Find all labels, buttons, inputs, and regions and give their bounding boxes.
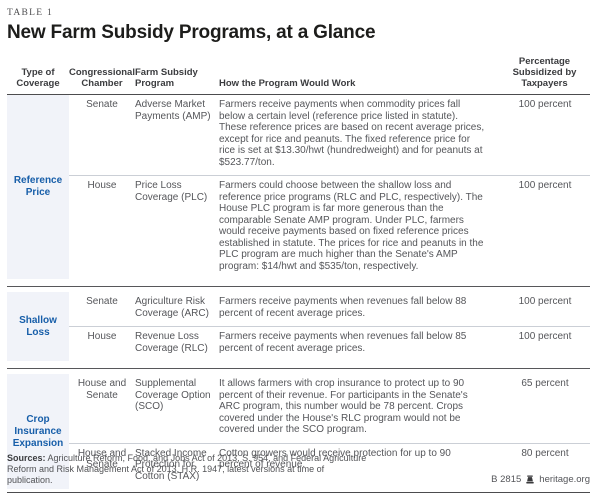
sources-note: Sources: Agriculture Reform, Food, and J… <box>7 453 369 486</box>
liberty-bell-icon <box>525 475 535 485</box>
column-header-congressional-chamber: Congressional Chamber <box>69 67 135 89</box>
cell-chamber: Senate <box>86 296 118 307</box>
cell-description: Cotton growers would receive protection … <box>219 442 498 490</box>
cell-description: Farmers receive payments when revenues f… <box>219 326 498 361</box>
cell-program: Agriculture Risk Coverage (ARC) <box>135 296 209 319</box>
group-crop-insurance-expansion: Crop Insurance Expansion House and Senat… <box>7 368 590 489</box>
column-header-percentage-subsidized: Percentage Subsidized by Taxpayers <box>512 56 577 89</box>
cell-program: Supplemental Coverage Option (SCO) <box>135 378 211 412</box>
cell-chamber: House and Senate <box>77 378 127 401</box>
document-id: B 2815 <box>491 474 522 485</box>
cell-program: Price Loss Coverage (PLC) <box>135 175 219 279</box>
cell-subsidy: 65 percent <box>521 378 569 389</box>
group-reference-price: Reference Price Senate Adverse Market Pa… <box>7 95 590 279</box>
cell-chamber: Senate <box>86 99 118 110</box>
cell-subsidy: 80 percent <box>498 442 590 490</box>
cell-chamber: House <box>69 326 135 361</box>
table-header-row: Type of Coverage Congressional Chamber F… <box>7 56 590 95</box>
cell-chamber: House and Senate <box>69 442 135 490</box>
page-title: New Farm Subsidy Programs, at a Glance <box>7 22 376 43</box>
group-shallow-loss: Shallow Loss Senate Agriculture Risk Cov… <box>7 286 590 361</box>
column-header-type-of-coverage: Type of Coverage <box>16 67 60 89</box>
cell-description: Farmers receive payments when revenues f… <box>219 296 467 319</box>
column-header-farm-subsidy-program: Farm Subsidy Program <box>135 67 198 89</box>
cell-subsidy: 100 percent <box>518 296 572 307</box>
cell-subsidy: 100 percent <box>518 99 572 110</box>
cell-description: It allows farmers with crop insurance to… <box>219 378 468 435</box>
cell-subsidy: 100 percent <box>498 175 590 279</box>
cell-program: Adverse Market Payments (AMP) <box>135 99 211 122</box>
cell-program: Revenue Loss Coverage (RLC) <box>135 326 219 361</box>
cell-subsidy: 100 percent <box>498 326 590 361</box>
cell-chamber: House <box>69 175 135 279</box>
group-label-crop-insurance-expansion: Crop Insurance Expansion <box>7 374 69 489</box>
cell-program: Stacked Income Protection for Cotton (ST… <box>135 442 219 490</box>
group-label-reference-price: Reference Price <box>7 95 69 279</box>
sources-text: Agriculture Reform, Food, and Jobs Act o… <box>7 453 367 485</box>
sources-label: Sources: <box>7 453 46 463</box>
cell-description: Farmers could choose between the shallow… <box>219 175 498 279</box>
cell-description: Farmers receive payments when commodity … <box>219 99 485 168</box>
page-footer: Sources: Agriculture Reform, Food, and J… <box>7 453 590 500</box>
table-number: TABLE 1 <box>7 8 54 18</box>
site-url: heritage.org <box>539 474 590 485</box>
column-header-how-program-works: How the Program Would Work <box>219 78 356 89</box>
footer-brand: B 2815 heritage.org <box>491 474 590 486</box>
group-label-shallow-loss: Shallow Loss <box>7 292 69 361</box>
